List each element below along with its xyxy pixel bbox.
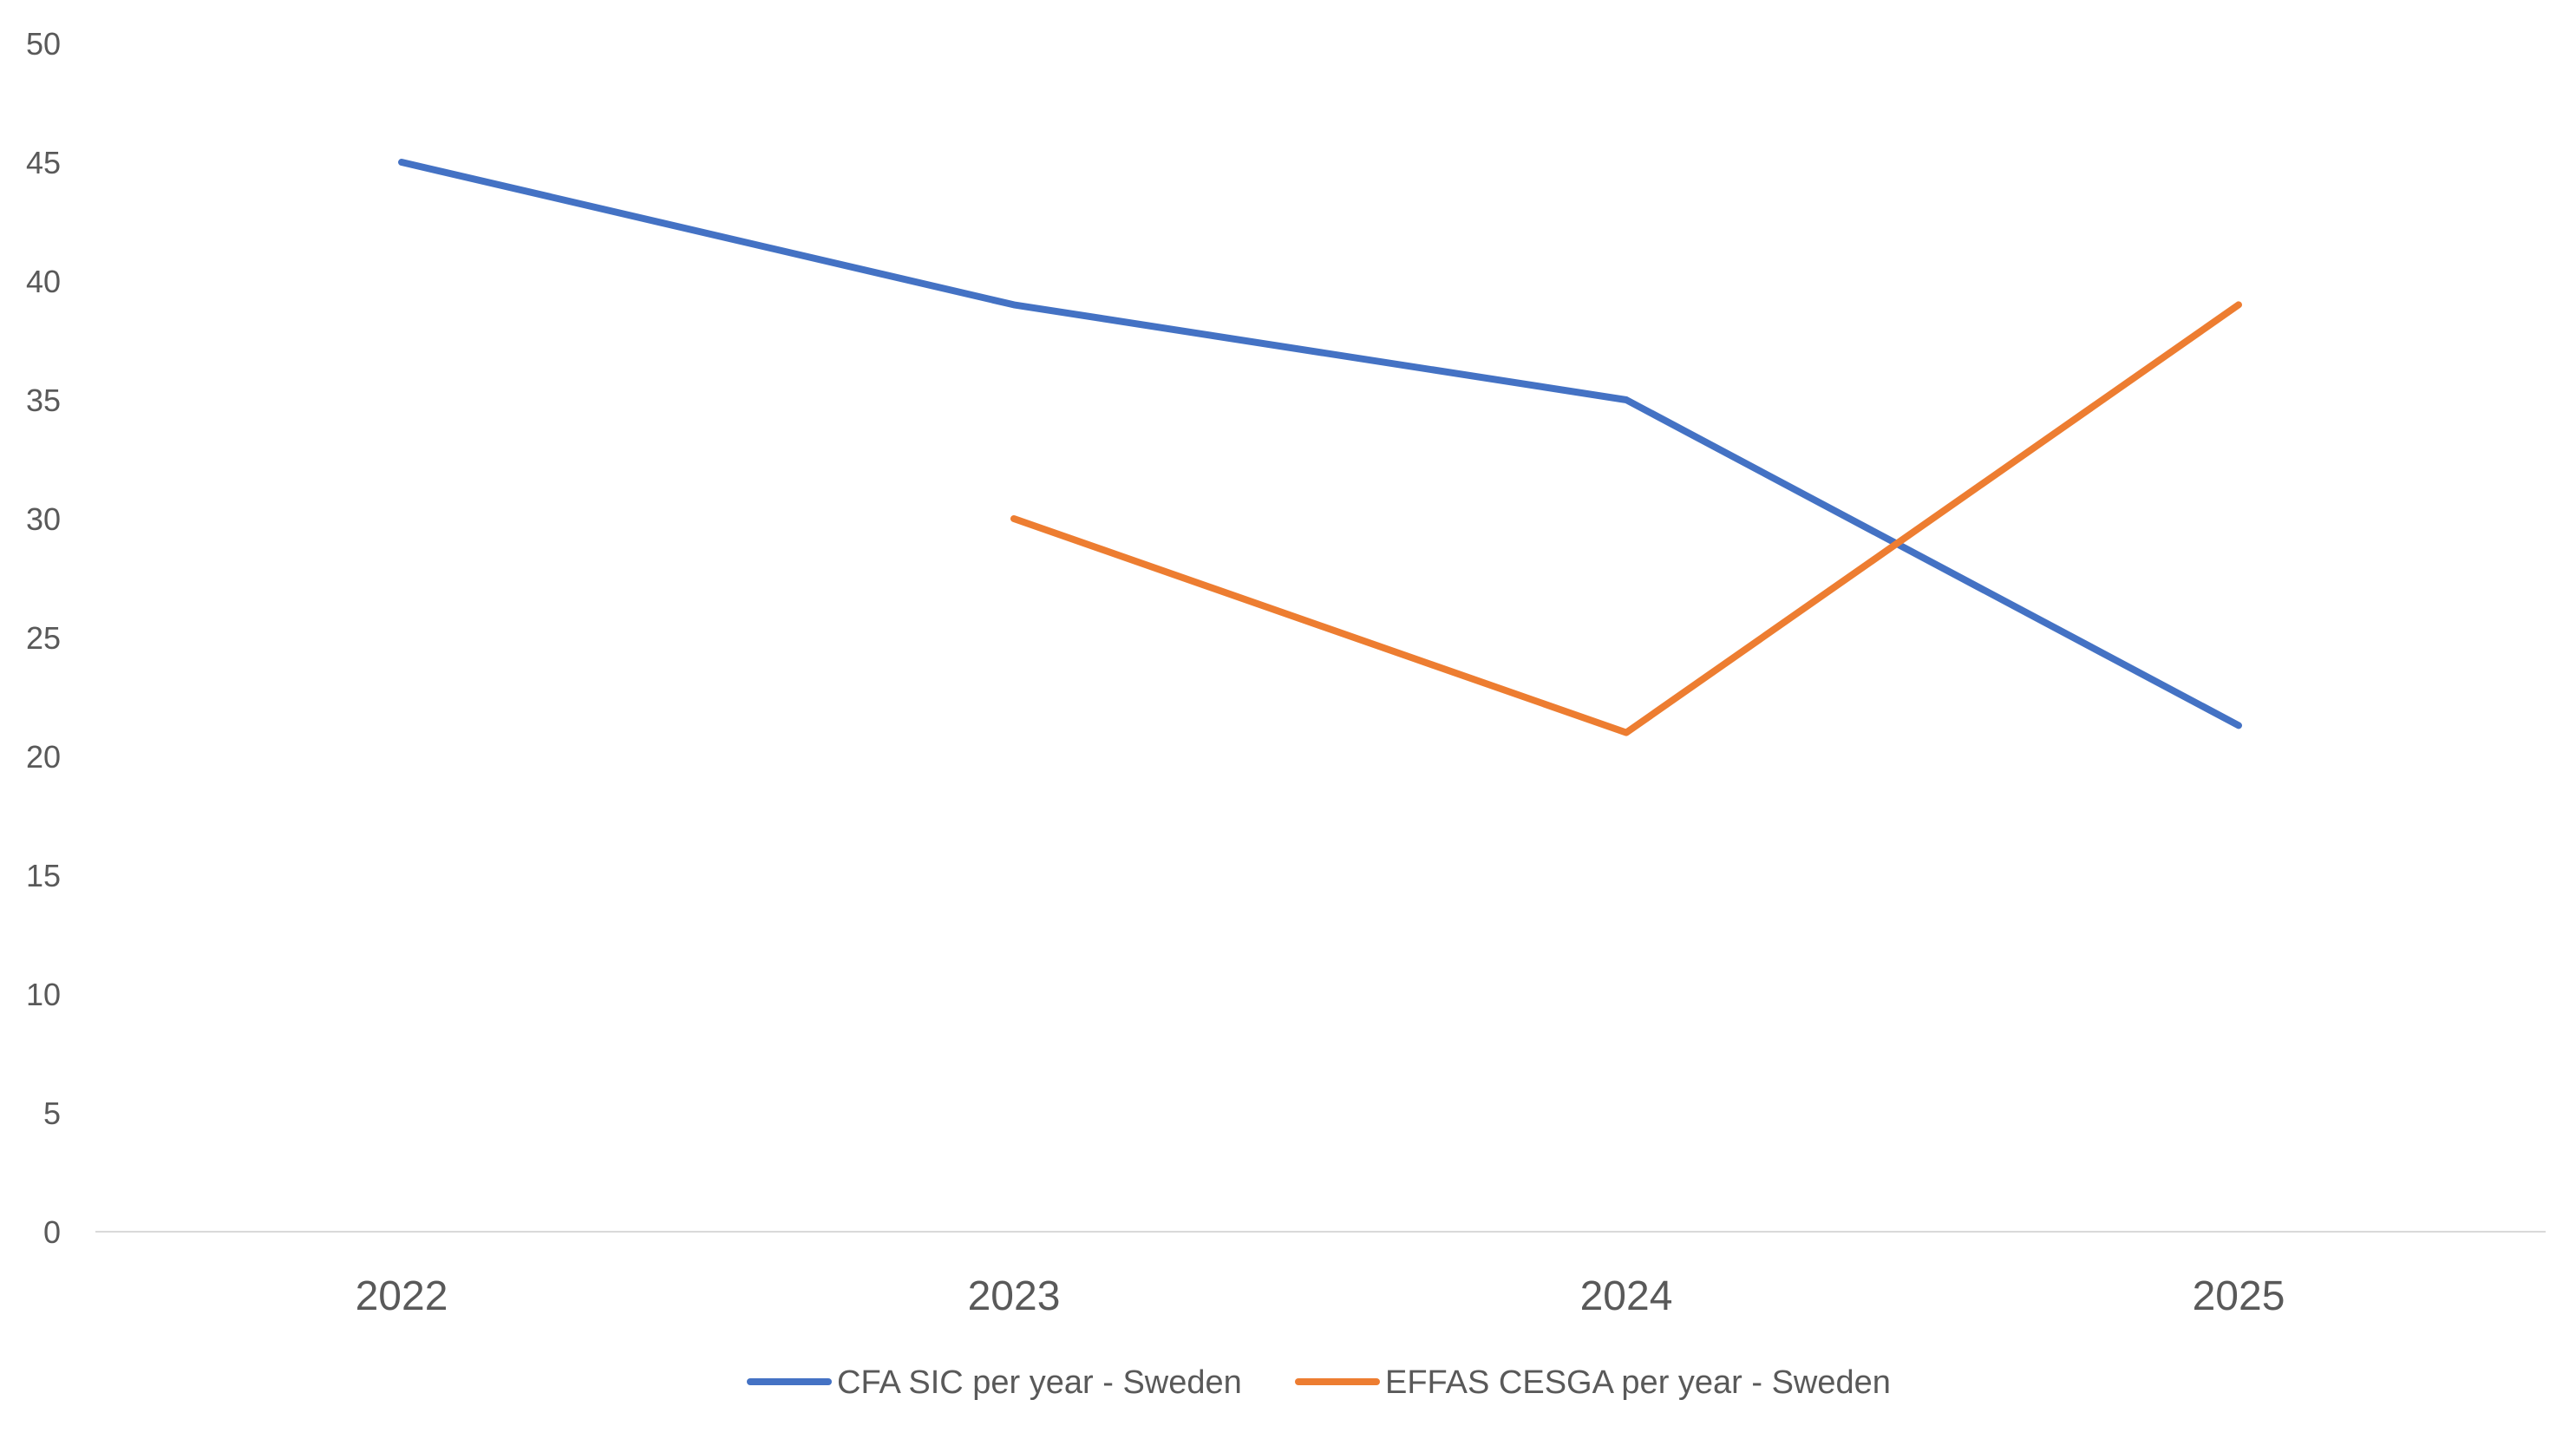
y-tick-label: 50 (26, 26, 61, 62)
series-line-0 (398, 159, 2242, 729)
x-tick-label: 2024 (1580, 1273, 1673, 1319)
legend-item-1: EFFAS CESGA per year - Sweden (1295, 1364, 1891, 1401)
legend-item-0: CFA SIC per year - Sweden (747, 1364, 1242, 1401)
x-tick-label: 2025 (2193, 1273, 2285, 1319)
y-tick-label: 25 (26, 620, 61, 656)
y-tick-label: 45 (26, 145, 61, 180)
x-tick-label: 2023 (968, 1273, 1061, 1319)
y-tick-label: 15 (26, 858, 61, 893)
y-tick-label: 40 (26, 264, 61, 299)
x-tick-label: 2022 (356, 1273, 448, 1319)
y-tick-label: 5 (43, 1096, 61, 1131)
y-tick-label: 20 (26, 739, 61, 775)
y-tick-label: 30 (26, 501, 61, 537)
legend-label: CFA SIC per year - Sweden (837, 1364, 1242, 1401)
y-tick-label: 0 (43, 1214, 61, 1250)
y-tick-label: 10 (26, 977, 61, 1012)
y-tick-label: 35 (26, 383, 61, 418)
legend-label: EFFAS CESGA per year - Sweden (1385, 1364, 1891, 1401)
series-line-1 (1010, 301, 2242, 736)
